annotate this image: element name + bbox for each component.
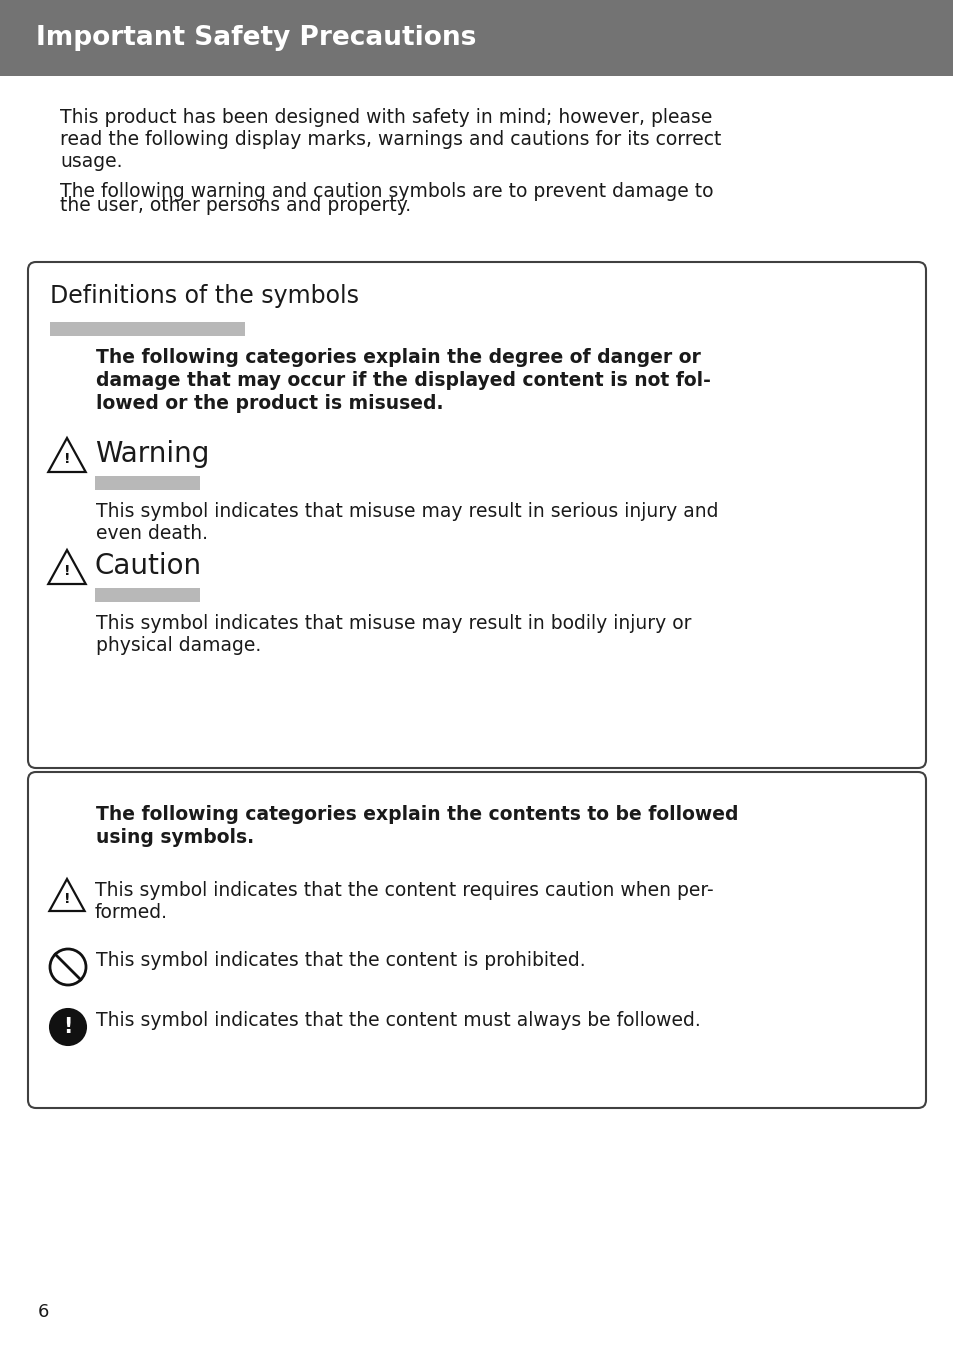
Text: lowed or the product is misused.: lowed or the product is misused.: [96, 393, 443, 412]
Text: Warning: Warning: [95, 439, 209, 468]
Text: This symbol indicates that the content must always be followed.: This symbol indicates that the content m…: [96, 1011, 700, 1030]
Text: even death.: even death.: [96, 525, 208, 544]
Text: Definitions of the symbols: Definitions of the symbols: [50, 284, 358, 308]
FancyBboxPatch shape: [28, 262, 925, 768]
Text: This symbol indicates that misuse may result in serious injury and: This symbol indicates that misuse may re…: [96, 502, 718, 521]
Text: !: !: [64, 892, 71, 906]
Text: The following categories explain the contents to be followed: The following categories explain the con…: [96, 804, 738, 823]
Text: read the following display marks, warnings and cautions for its correct: read the following display marks, warnin…: [60, 130, 720, 149]
Text: !: !: [64, 564, 71, 579]
Text: !: !: [64, 452, 71, 466]
Bar: [95, 476, 200, 489]
Text: 6: 6: [38, 1303, 50, 1321]
Text: This symbol indicates that misuse may result in bodily injury or: This symbol indicates that misuse may re…: [96, 614, 691, 633]
Text: physical damage.: physical damage.: [96, 635, 261, 654]
Text: Caution: Caution: [95, 552, 202, 580]
Bar: [50, 322, 245, 337]
Text: This symbol indicates that the content requires caution when per-: This symbol indicates that the content r…: [95, 882, 713, 900]
Text: The following categories explain the degree of danger or: The following categories explain the deg…: [96, 347, 700, 366]
Text: Important Safety Precautions: Important Safety Precautions: [36, 24, 476, 51]
Circle shape: [50, 1009, 86, 1045]
Text: the user, other persons and property.: the user, other persons and property.: [60, 196, 411, 215]
Text: This product has been designed with safety in mind; however, please: This product has been designed with safe…: [60, 108, 712, 127]
Bar: [95, 588, 200, 602]
Text: using symbols.: using symbols.: [96, 827, 253, 846]
FancyBboxPatch shape: [28, 772, 925, 1109]
Bar: [0, 0, 953, 76]
Text: formed.: formed.: [95, 903, 168, 922]
Text: This symbol indicates that the content is prohibited.: This symbol indicates that the content i…: [96, 950, 585, 969]
Text: !: !: [63, 1017, 72, 1037]
Text: usage.: usage.: [60, 151, 122, 170]
Text: damage that may occur if the displayed content is not fol-: damage that may occur if the displayed c…: [96, 370, 710, 389]
Text: The following warning and caution symbols are to prevent damage to: The following warning and caution symbol…: [60, 183, 713, 201]
